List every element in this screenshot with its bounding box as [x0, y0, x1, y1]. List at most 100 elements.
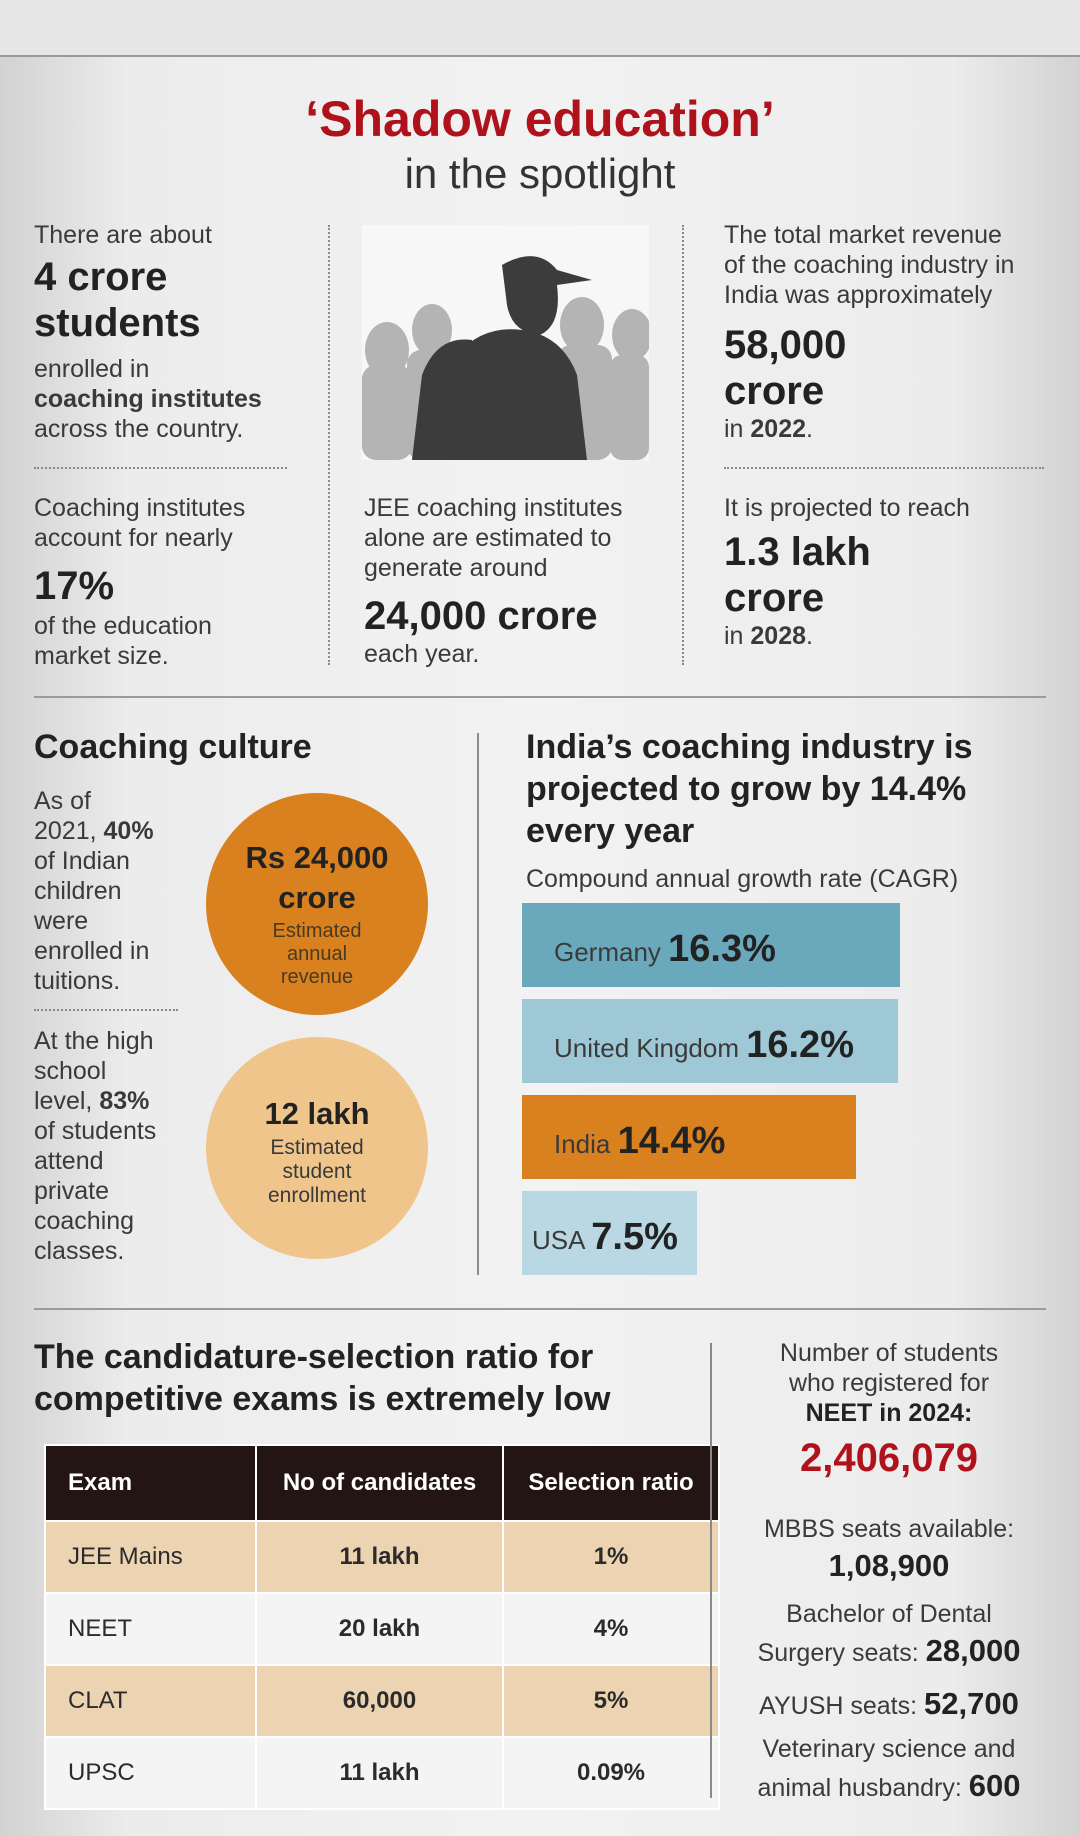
stat-jee-pre3: generate around [364, 554, 548, 582]
cagr-title-line2: projected to grow by 14.4% [526, 770, 967, 808]
stat-jee-post: each year. [364, 640, 480, 668]
revenue-circle-cap2: annual [286, 943, 348, 965]
fact2-line5: attend [34, 1147, 104, 1175]
fact1-line7: tuitions. [34, 967, 121, 995]
fact2-line1: At the high [34, 1027, 154, 1055]
cagr-bar-text: USA 7.5% [532, 1216, 678, 1259]
ratio-heading: The candidature-selection ratio for comp… [34, 1336, 714, 1420]
cagr-bar-germany: Germany 16.3% [522, 903, 900, 987]
fact1-line2: 2021, 40% [34, 816, 194, 846]
vet-value: 600 [968, 1768, 1021, 1803]
divider-dotted-h1 [34, 467, 287, 469]
stat-students: There are about 4 crore students enrolle… [34, 220, 324, 444]
enrollment-circle-cap3: enrollment [267, 1184, 367, 1207]
cagr-bar-value: 16.2% [746, 1024, 854, 1066]
fact1-line2-pre: 2021, [34, 817, 104, 845]
table-cell-candidates: 11 lakh [255, 1736, 504, 1810]
stat-projection-big2: crore [724, 576, 825, 620]
cagr-bar-label: United Kingdom [554, 1033, 747, 1063]
revenue-circle-value2: crore [278, 880, 356, 915]
fact2-line6: private [34, 1177, 110, 1205]
table-cell-exam: JEE Mains [44, 1520, 257, 1594]
stat-jee-big: 24,000 crore [364, 594, 598, 638]
coaching-fact-1: As of 2021, 40% of Indian children were … [34, 786, 194, 996]
cagr-chart-subtitle: Compound annual growth rate (CAGR) [526, 865, 959, 893]
stat-students-post1: enrolled in [34, 355, 150, 383]
revenue-circle: Rs 24,000 crore Estimated annual revenue [206, 793, 428, 1015]
stat-share-big: 17% [34, 564, 115, 608]
ayush-line: AYUSH seats: 52,700 [734, 1686, 1044, 1722]
stat-share-post2: market size. [34, 642, 169, 670]
cagr-bar-value: 7.5% [591, 1216, 678, 1258]
divider-dotted-h2 [724, 467, 1044, 469]
stat-projection-dot: . [806, 622, 813, 650]
neet-intro-line1: Number of students [779, 1339, 999, 1367]
cagr-chart-title: India’s coaching industry is projected t… [526, 726, 1066, 852]
cagr-title-line1: India’s coaching industry is [526, 728, 973, 766]
stat-students-pre: There are about [34, 221, 212, 249]
table-cell-exam: NEET [44, 1592, 257, 1666]
ratio-heading-line1: The candidature-selection ratio for [34, 1338, 594, 1376]
stat-revenue-big1: 58,000 [724, 323, 847, 367]
table-cell-candidates: 20 lakh [255, 1592, 504, 1666]
stat-students-big2: students [34, 301, 201, 345]
cagr-bar-united-kingdom: United Kingdom 16.2% [522, 999, 898, 1083]
silhouette-icon [362, 256, 649, 460]
cagr-bar-value: 14.4% [617, 1120, 726, 1162]
vet-label: animal husbandry: [757, 1774, 969, 1802]
stat-share: Coaching institutes account for nearly 1… [34, 493, 324, 671]
page-title: ‘Shadow education’ [305, 91, 775, 147]
stat-jee-pre2: alone are estimated to [364, 524, 612, 552]
fact2-line4: of students [34, 1117, 157, 1145]
table-cell-exam: UPSC [44, 1736, 257, 1810]
stat-jee: JEE coaching institutes alone are estima… [364, 493, 684, 669]
stat-projection: It is projected to reach 1.3 lakh crore … [724, 493, 1064, 651]
mbbs-value: 1,08,900 [828, 1548, 950, 1583]
table-header-ratio: Selection ratio [502, 1444, 720, 1522]
cagr-bar-usa: USA 7.5% [522, 1191, 697, 1275]
neet-intro-line3: NEET in 2024: [805, 1399, 973, 1427]
fact1-line2-bold: 40% [103, 817, 154, 845]
cagr-bar-value: 16.3% [668, 928, 776, 970]
fact1-line1: As of [34, 787, 91, 815]
fact2-line2: school [34, 1057, 107, 1085]
fact2-line3-pre: level, [34, 1087, 100, 1115]
enrollment-circle: 12 lakh Estimated student enrollment [206, 1037, 428, 1259]
enrollment-circle-cap1: Estimated [270, 1136, 364, 1159]
mbbs-label: MBBS seats available: [763, 1515, 1015, 1543]
section-divider-2 [34, 1308, 1046, 1310]
table-row: UPSC 11 lakh 0.09% [44, 1736, 720, 1810]
section-divider-1 [34, 696, 1046, 698]
table-header-exam: Exam [44, 1444, 257, 1522]
stat-students-post-bold: coaching institutes [34, 385, 262, 413]
cagr-bar-text: Germany 16.3% [554, 928, 776, 971]
neet-intro: Number of students who registered for NE… [734, 1338, 1044, 1428]
ayush-value: 52,700 [924, 1686, 1019, 1721]
cagr-bar-chart: Germany 16.3% United Kingdom 16.2% India 1… [522, 903, 1062, 1275]
cagr-bar-label: India [554, 1129, 618, 1159]
stat-projection-post-pre: in [724, 622, 751, 650]
ayush-label: AYUSH seats: [759, 1692, 925, 1720]
student-silhouette-image [362, 225, 649, 460]
enrollment-circle-cap2: student [282, 1160, 352, 1183]
divider-v-neet [710, 1343, 712, 1798]
stat-share-pre2: account for nearly [34, 524, 233, 552]
cagr-bar-india: India 14.4% [522, 1095, 856, 1179]
fact1-line5: were [34, 907, 89, 935]
stat-projection-big1: 1.3 lakh [724, 530, 871, 574]
stat-projection-year: 2028 [750, 622, 807, 650]
stat-revenue-pre2: of the coaching industry in [724, 251, 1015, 279]
cagr-title-line3: every year [526, 812, 695, 850]
neet-registrations: 2,406,079 [800, 1436, 978, 1480]
fact1-line6: enrolled in [34, 937, 150, 965]
coaching-culture-heading: Coaching culture [34, 728, 312, 766]
divider-dotted-v1 [328, 225, 330, 665]
stat-revenue-year: 2022 [750, 415, 807, 443]
stat-revenue-dot: . [806, 415, 813, 443]
stat-projection-post: in 2028. [724, 621, 1064, 651]
revenue-circle-value1: Rs 24,000 [245, 840, 389, 875]
stat-students-big1: 4 crore [34, 255, 168, 299]
bds-line1: Bachelor of Dental [786, 1600, 992, 1628]
selection-ratio-table: Exam No of candidates Selection ratio JE… [44, 1444, 720, 1810]
table-row: CLAT 60,000 5% [44, 1664, 720, 1738]
